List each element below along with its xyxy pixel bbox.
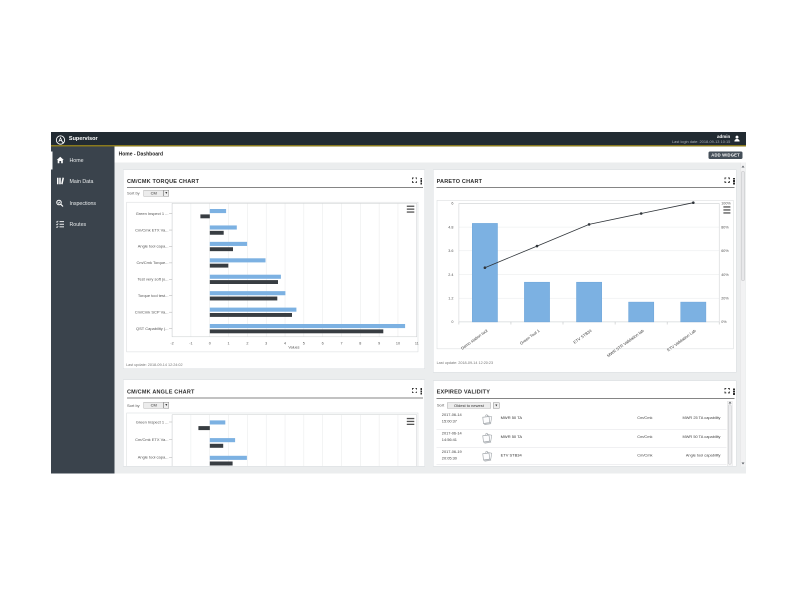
- svg-text:7: 7: [341, 341, 343, 345]
- svg-text:1.2: 1.2: [449, 297, 454, 301]
- svg-text:10: 10: [396, 341, 400, 345]
- svg-text:-2: -2: [171, 341, 174, 345]
- svg-text:9: 9: [378, 341, 380, 345]
- svg-text:Cm/Cmk ETX Va...: Cm/Cmk ETX Va...: [135, 437, 168, 442]
- svg-text:5: 5: [303, 341, 305, 345]
- svg-text:Angle tool capa...: Angle tool capa...: [138, 455, 169, 460]
- svg-text:20%: 20%: [722, 297, 730, 301]
- svg-text:4.8: 4.8: [449, 226, 454, 230]
- svg-text:6: 6: [322, 341, 324, 345]
- svg-text:Values: Values: [289, 346, 300, 350]
- svg-text:Cm/Cmk Torque...: Cm/Cmk Torque...: [137, 260, 169, 265]
- svg-text:0: 0: [452, 320, 454, 324]
- svg-text:Cm/Cmk SCP Va...: Cm/Cmk SCP Va...: [135, 310, 169, 315]
- svg-text:-1: -1: [189, 341, 192, 345]
- svg-text:Green Inspect 1 ...: Green Inspect 1 ...: [136, 419, 169, 424]
- svg-text:Test very soft jo...: Test very soft jo...: [138, 277, 169, 282]
- svg-text:Green Inspect 1 ...: Green Inspect 1 ...: [136, 211, 169, 216]
- svg-text:Cm/Cmk ETX Va...: Cm/Cmk ETX Va...: [135, 228, 168, 233]
- svg-text:3.6: 3.6: [449, 249, 454, 253]
- svg-text:60%: 60%: [722, 249, 730, 253]
- svg-text:3: 3: [265, 341, 267, 345]
- svg-text:2.4: 2.4: [449, 273, 454, 277]
- svg-text:QST Capability (...: QST Capability (...: [136, 326, 168, 331]
- svg-text:Torque tool test...: Torque tool test...: [138, 293, 169, 298]
- svg-text:8: 8: [359, 341, 361, 345]
- svg-text:0%: 0%: [722, 320, 728, 324]
- svg-text:2: 2: [247, 341, 249, 345]
- svg-text:40%: 40%: [722, 273, 730, 277]
- svg-text:1: 1: [228, 341, 230, 345]
- svg-text:80%: 80%: [722, 226, 730, 230]
- svg-text:6: 6: [452, 202, 454, 206]
- svg-text:100%: 100%: [722, 202, 732, 206]
- svg-text:0: 0: [209, 341, 211, 345]
- svg-text:11: 11: [415, 341, 419, 345]
- svg-text:4: 4: [284, 341, 286, 345]
- svg-text:Angle tool capa...: Angle tool capa...: [138, 244, 169, 249]
